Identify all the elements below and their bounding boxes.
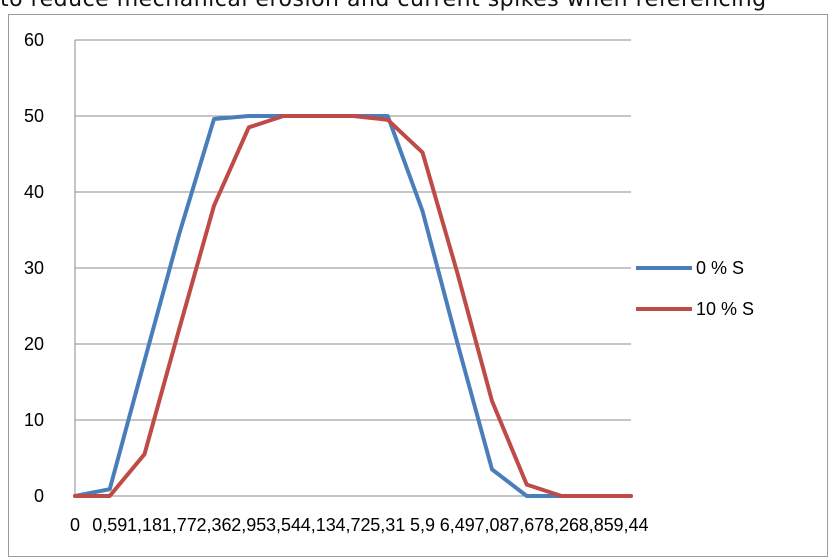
x-tick-label: 5,31 — [370, 515, 405, 535]
legend-label-0: 0 % S — [696, 258, 744, 278]
y-tick-label: 20 — [24, 334, 44, 354]
legend: 0 % S 10 % S — [636, 258, 754, 319]
x-tick-label: 0 — [70, 515, 80, 535]
x-tick-label: 5,9 — [410, 515, 435, 535]
series-lines — [73, 114, 633, 498]
series-line-1 — [73, 114, 633, 498]
x-tick-label: 4,72 — [335, 515, 370, 535]
x-tick-label: 6,49 — [440, 515, 475, 535]
x-tick-label: 4,13 — [301, 515, 336, 535]
y-tick-label: 40 — [24, 182, 44, 202]
grid-lines — [74, 39, 631, 497]
x-tick-label: 9,44 — [613, 515, 648, 535]
top-text-fragment: to reduce mechanical erosion and current… — [0, 0, 839, 13]
y-tick-label: 30 — [24, 258, 44, 278]
x-tick-label: 1,18 — [127, 515, 162, 535]
y-axis-ticks: 0 10 20 30 40 50 60 — [24, 30, 44, 506]
x-tick-label: 7,08 — [474, 515, 509, 535]
y-tick-label: 0 — [34, 486, 44, 506]
x-tick-label: 7,67 — [509, 515, 544, 535]
x-tick-label: 1,77 — [162, 515, 197, 535]
x-tick-label: 2,95 — [231, 515, 266, 535]
x-tick-label: 8,26 — [544, 515, 579, 535]
x-tick-label: 2,36 — [196, 515, 231, 535]
chart-frame — [8, 14, 828, 557]
y-tick-label: 50 — [24, 106, 44, 126]
y-tick-label: 10 — [24, 410, 44, 430]
legend-label-1: 10 % S — [696, 299, 754, 319]
x-axis-ticks: 0 0,59 1,18 1,77 2,36 2,95 3,54 4,13 4,72 5,31 5,9… — [70, 515, 649, 535]
y-tick-label: 60 — [24, 30, 44, 50]
x-tick-label: 3,54 — [266, 515, 301, 535]
x-tick-label: 0,59 — [92, 515, 127, 535]
series-line-0 — [73, 114, 633, 498]
x-tick-label: 8,85 — [579, 515, 614, 535]
